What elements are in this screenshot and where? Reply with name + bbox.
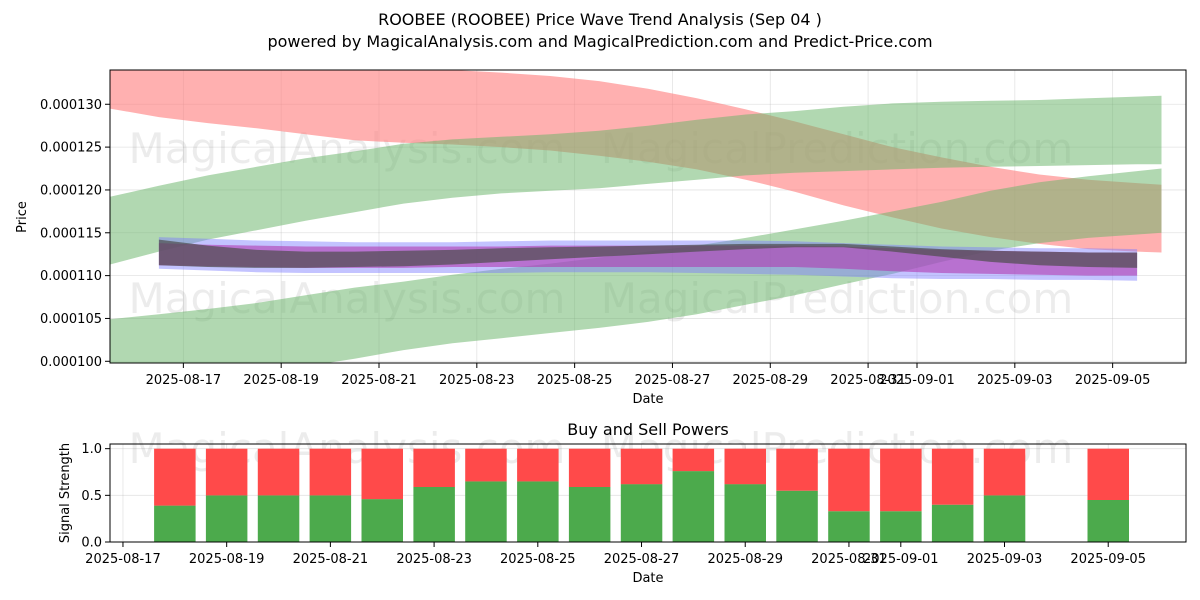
sell-bar	[413, 448, 455, 487]
signal-y-label: Signal Strength	[58, 443, 73, 543]
signal-x-tick-label: 2025-08-23	[396, 552, 472, 567]
sell-bar	[983, 448, 1026, 496]
sell-bar	[828, 448, 870, 512]
price-x-tick-label: 2025-08-19	[243, 373, 319, 388]
signal-y-ticks: 0.0 0.5 1.0	[81, 442, 110, 551]
price-x-tick-label: 2025-08-17	[146, 373, 222, 388]
price-y-tick-label: 0.000100	[40, 355, 102, 370]
sell-bar	[517, 448, 559, 482]
sell-bar	[465, 448, 507, 482]
buy-bar	[724, 484, 766, 542]
buy-bar	[620, 484, 663, 542]
buy-bar	[465, 481, 507, 542]
sell-bar	[672, 448, 715, 472]
sell-bar	[568, 448, 611, 487]
sell-bar	[724, 448, 766, 485]
signal-title: Buy and Sell Powers	[567, 420, 729, 439]
signal-x-tick-label: 2025-09-03	[967, 552, 1043, 567]
signal-axes-frame	[109, 443, 1187, 543]
price-x-tick-label: 2025-09-03	[977, 373, 1053, 388]
signal-x-tick-label: 2025-08-25	[500, 552, 576, 567]
signal-x-tick-label: 2025-08-27	[604, 552, 680, 567]
price-y-tick-label: 0.000105	[40, 312, 102, 327]
price-x-ticks: 2025-08-17 2025-08-19 2025-08-21 2025-08-23…	[146, 363, 1151, 388]
price-y-ticks: 0.000100 0.000105 0.000110 0.000115 0.000120…	[40, 98, 110, 370]
price-x-tick-label: 2025-08-21	[341, 373, 417, 388]
price-y-tick-label: 0.000115	[40, 226, 102, 241]
buy-bar	[205, 495, 248, 542]
signal-x-tick-label: 2025-08-19	[189, 552, 265, 567]
price-y-tick-label: 0.000120	[40, 183, 102, 198]
buy-bar	[568, 486, 611, 542]
signal-x-label: Date	[632, 571, 663, 586]
price-y-tick-label: 0.000125	[40, 141, 102, 156]
price-y-tick-label: 0.000130	[40, 98, 102, 113]
price-axes-frame	[109, 69, 1187, 364]
price-y-tick-label: 0.000110	[40, 269, 102, 284]
sell-bar	[620, 448, 663, 485]
buy-bar	[1087, 500, 1129, 542]
price-y-label: Price	[15, 201, 30, 233]
signal-y-tick-label: 0.0	[81, 536, 102, 551]
wave-bands	[110, 70, 1162, 363]
buy-bar	[257, 495, 300, 542]
buy-bar	[931, 504, 974, 542]
price-chart: MagicalAnalysis.com MagicalPrediction.co…	[15, 69, 1187, 407]
sell-bar	[931, 448, 974, 505]
price-x-tick-label: 2025-08-23	[439, 373, 515, 388]
signal-bars	[154, 448, 1129, 542]
sell-bar	[1087, 448, 1129, 500]
signal-x-tick-label: 2025-08-21	[293, 552, 369, 567]
buy-bar	[672, 471, 715, 542]
signal-chart: Buy and Sell Powers MagicalAnalysis.com …	[58, 420, 1187, 586]
price-x-label: Date	[632, 392, 663, 407]
buy-bar	[880, 511, 922, 542]
chart-title: ROOBEE (ROOBEE) Price Wave Trend Analysi…	[378, 10, 822, 29]
buy-bar	[361, 499, 403, 542]
signal-x-tick-label: 2025-08-31	[811, 552, 887, 567]
buy-bar	[517, 481, 559, 542]
buy-bar	[413, 486, 455, 542]
sell-bar	[154, 448, 196, 506]
dark-trend-band	[158, 239, 1138, 268]
buy-bar	[309, 495, 352, 542]
signal-x-ticks: 2025-08-17 2025-08-19 2025-08-21 2025-08-23…	[85, 542, 1146, 567]
sell-bar	[205, 448, 248, 496]
price-x-tick-label: 2025-08-25	[537, 373, 613, 388]
buy-bar	[154, 505, 196, 542]
price-x-tick-label: 2025-09-05	[1075, 373, 1151, 388]
price-x-tick-label: 2025-08-27	[635, 373, 711, 388]
buy-bar	[983, 495, 1026, 542]
sell-bar	[776, 448, 818, 491]
sell-bar	[309, 448, 352, 496]
signal-x-tick-label: 2025-08-29	[707, 552, 783, 567]
signal-x-tick-label: 2025-09-05	[1070, 552, 1146, 567]
buy-bar	[776, 490, 818, 542]
price-x-tick-label: 2025-08-31	[830, 373, 906, 388]
price-x-tick-label: 2025-08-29	[732, 373, 808, 388]
sell-bar	[880, 448, 922, 512]
sell-bar	[257, 448, 300, 496]
red-wave-band	[110, 70, 1162, 253]
green-wave-upper-band	[110, 95, 1162, 265]
wave-band-layer	[110, 70, 1162, 363]
sell-bar	[361, 448, 403, 500]
signal-x-tick-label: 2025-09-01	[863, 552, 939, 567]
signal-y-tick-label: 1.0	[81, 442, 102, 457]
signal-x-tick-label: 2025-08-17	[85, 552, 161, 567]
chart-subtitle: powered by MagicalAnalysis.com and Magic…	[267, 32, 932, 51]
buy-bar	[828, 511, 870, 542]
signal-y-tick-label: 0.5	[81, 489, 102, 504]
price-x-tick-label: 2025-09-01	[879, 373, 955, 388]
